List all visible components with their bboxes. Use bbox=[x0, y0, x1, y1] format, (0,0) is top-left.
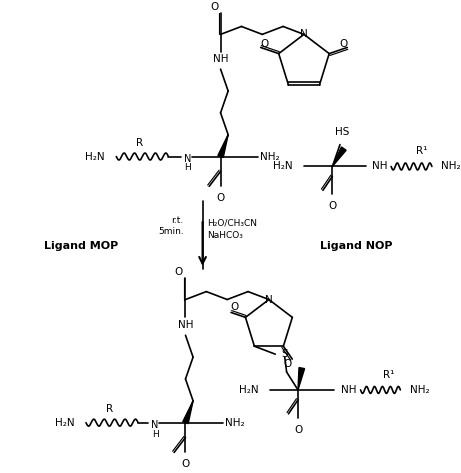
Polygon shape bbox=[218, 135, 228, 158]
Text: NH: NH bbox=[372, 161, 388, 171]
Text: O: O bbox=[339, 39, 348, 50]
Text: R¹: R¹ bbox=[416, 146, 427, 156]
Text: H₂N: H₂N bbox=[55, 418, 75, 428]
Text: O: O bbox=[294, 425, 302, 435]
Text: O: O bbox=[284, 359, 292, 369]
Text: R¹: R¹ bbox=[383, 370, 395, 380]
Polygon shape bbox=[298, 368, 305, 390]
Text: O: O bbox=[328, 201, 337, 211]
Text: NH₂: NH₂ bbox=[225, 418, 245, 428]
Text: NH: NH bbox=[341, 385, 356, 395]
Text: H: H bbox=[152, 430, 159, 439]
Text: N: N bbox=[183, 154, 191, 164]
Text: O: O bbox=[216, 193, 225, 203]
Text: H₂N: H₂N bbox=[239, 385, 258, 395]
Text: HS: HS bbox=[335, 127, 349, 137]
Text: N: N bbox=[265, 295, 273, 305]
Polygon shape bbox=[332, 147, 346, 166]
Text: NH₂: NH₂ bbox=[441, 161, 461, 171]
Text: O: O bbox=[181, 459, 189, 469]
Text: NH₂: NH₂ bbox=[260, 151, 280, 162]
Text: H₂O/CH₃CN: H₂O/CH₃CN bbox=[207, 219, 257, 228]
Text: N: N bbox=[300, 29, 308, 39]
Text: NH: NH bbox=[178, 320, 193, 330]
Text: R: R bbox=[106, 404, 113, 414]
Text: O: O bbox=[260, 39, 269, 50]
Text: H: H bbox=[184, 163, 191, 172]
Text: N: N bbox=[152, 420, 159, 429]
Text: S: S bbox=[281, 349, 288, 359]
Text: R: R bbox=[136, 138, 143, 148]
Text: NH: NH bbox=[213, 54, 228, 64]
Text: O: O bbox=[211, 1, 219, 11]
Text: O: O bbox=[230, 303, 239, 313]
Text: Ligand NOP: Ligand NOP bbox=[320, 241, 392, 251]
Text: O: O bbox=[175, 267, 183, 277]
Text: Ligand MOP: Ligand MOP bbox=[44, 241, 118, 251]
Polygon shape bbox=[183, 401, 193, 424]
Text: H₂N: H₂N bbox=[273, 161, 293, 171]
Text: r.t.
5min.: r.t. 5min. bbox=[158, 216, 183, 236]
Text: NaHCO₃: NaHCO₃ bbox=[207, 231, 243, 240]
Text: H₂N: H₂N bbox=[85, 151, 105, 162]
Text: NH₂: NH₂ bbox=[410, 385, 430, 395]
